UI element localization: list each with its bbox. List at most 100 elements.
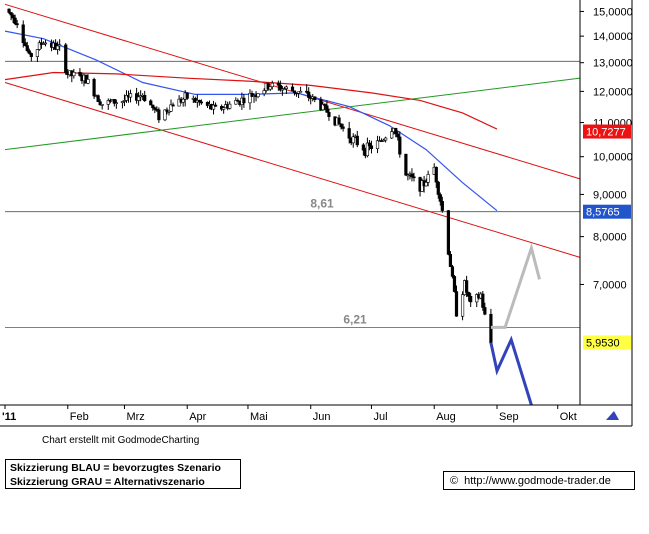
price-candle-2011-07-01 [369,145,374,149]
price-candle-2011-07-21 [410,173,414,178]
price-candle-2011-02-28 [120,101,125,104]
price-candle-2011-06-17 [341,126,345,129]
y-tick-label-8,0000: 8,0000 [593,232,627,244]
price-candle-2011-03-15 [151,104,155,109]
price-candle-2011-04-15 [213,104,218,107]
price-candle-2011-08-10 [450,266,455,277]
price-badges: 10,7277 8,5765 5,9530 [583,124,631,350]
price-candle-2011-04-07 [197,100,201,103]
x-tick-label-Mai: Mai [250,411,268,423]
price-candle-2011-08-11 [452,276,457,292]
price-candle-2011-07-04 [375,140,380,149]
price-candle-2011-07-11 [390,131,394,139]
price-badge-label-8,5765: 8,5765 [586,207,620,219]
price-candle-2011-08-08 [446,210,450,255]
moving-average-line-0 [4,30,498,212]
x-tick-label-Aug: Aug [436,411,456,423]
y-tick-label-12,0000: 12,0000 [593,86,633,98]
website-link[interactable]: © http://www.godmode-trader.de [443,471,635,490]
price-candle-2011-05-26 [296,91,301,94]
trendlines [4,3,581,258]
price-candle-2011-06-30 [367,142,372,147]
price-candle-2011-06-29 [365,142,370,157]
scroll-nav[interactable] [600,406,631,425]
price-candle-2011-01-21 [43,42,48,45]
price-candle-2011-02-18 [100,104,104,106]
price-candle-2011-06-16 [339,123,343,128]
price-candle-2011-01-27 [56,45,60,50]
price-candle-2011-01-13 [27,50,31,54]
price-candle-2011-07-15 [398,136,402,155]
level-label-1: 8,61 [310,197,334,211]
price-badge-8,5765 [583,204,631,219]
price-candle-2011-02-25 [114,102,118,105]
price-candle-2011-01-04 [9,12,13,16]
price-candle-2011-02-14 [92,79,96,97]
price-candle-2011-03-30 [181,98,185,103]
scenarios [489,242,541,406]
price-candle-2011-07-18 [404,153,408,176]
x-tick-label-Sep: Sep [499,411,519,423]
price-candle-2011-08-19 [469,296,473,303]
price-candle-2011-04-29 [242,97,246,104]
price-candle-2011-06-27 [361,144,365,151]
price-candle-2011-05-23 [290,86,295,92]
scenario-preferred [489,335,533,406]
axes: 15,0000 14,0000 13,0000 12,0000 11,0000 10,00… [0,0,633,427]
price-candle-2011-05-19 [282,88,287,90]
price-candle-2011-02-16 [96,95,100,103]
copyright-icon: © [450,475,459,487]
y-tick-label-11,0000: 11,0000 [593,118,632,130]
price-candle-2011-02-17 [98,101,102,106]
price-candle-2011-04-14 [211,104,216,110]
price-candle-2011-03-04 [128,93,133,98]
scenario-alternative [490,242,541,329]
x-tick-label-Jun: Jun [313,411,331,423]
price-candle-2011-01-10 [21,24,25,44]
price-candle-2011-06-07 [321,104,325,111]
price-candle-2011-03-16 [153,107,157,110]
price-candle-2011-08-25 [481,293,485,308]
horizontal-levels: 8,61 6,21 [5,60,580,328]
scenario-legend-grey: Skizzierung GRAU = Alternativszenario [10,476,205,488]
price-candle-2011-07-29 [426,174,430,183]
price-candle-2011-01-06 [13,17,17,24]
price-candle-2011-03-28 [177,98,181,107]
price-candle-2011-05-09 [262,90,266,95]
price-candle-2011-08-05 [440,201,444,211]
price-candle-2011-06-20 [347,128,351,139]
price-candle-2011-01-14 [29,53,33,57]
y-tick-label-15,0000: 15,0000 [593,6,633,18]
price-candle-2011-04-25 [234,100,238,105]
price-candle-2011-05-12 [268,86,272,90]
price-candle-2011-06-03 [313,96,317,100]
chart-credit: Chart erstellt mit GodmodeCharting [42,435,200,446]
price-candle-2011-05-17 [278,84,282,91]
price-candle-2011-05-13 [270,82,274,88]
price-candle-2011-01-28 [58,44,62,47]
scenario-legend: Skizzierung BLAU = bevorzugtes Szenario … [5,459,241,489]
price-candle-2011-03-22 [165,109,169,112]
price-candle-2011-07-22 [412,176,416,179]
website-url[interactable]: http://www.godmode-trader.de [464,475,611,487]
x-tick-label-'11: '11 [2,411,16,423]
price-candle-2011-06-24 [355,135,359,146]
trendline-0 [4,3,581,180]
price-candle-2011-07-28 [424,182,428,187]
price-series [7,8,493,346]
price-candle-2011-07-19 [406,174,410,177]
y-tick-label-7,0000: 7,0000 [593,279,627,291]
price-candle-2011-01-12 [25,45,29,52]
price-candle-2011-02-21 [106,100,110,105]
price-candle-2011-03-02 [124,95,129,101]
price-candle-2011-03-14 [149,100,153,106]
price-candle-2011-08-03 [436,181,440,195]
y-tick-label-13,0000: 13,0000 [593,58,633,70]
price-candle-2011-08-18 [467,292,471,297]
y-tick-label-10,0000: 10,0000 [593,152,633,164]
price-candle-2011-02-11 [86,79,90,84]
price-candle-2011-01-11 [23,42,27,46]
price-candle-2011-04-11 [205,101,210,106]
price-candle-2011-01-07 [15,23,19,26]
price-candle-2011-05-03 [250,93,254,97]
